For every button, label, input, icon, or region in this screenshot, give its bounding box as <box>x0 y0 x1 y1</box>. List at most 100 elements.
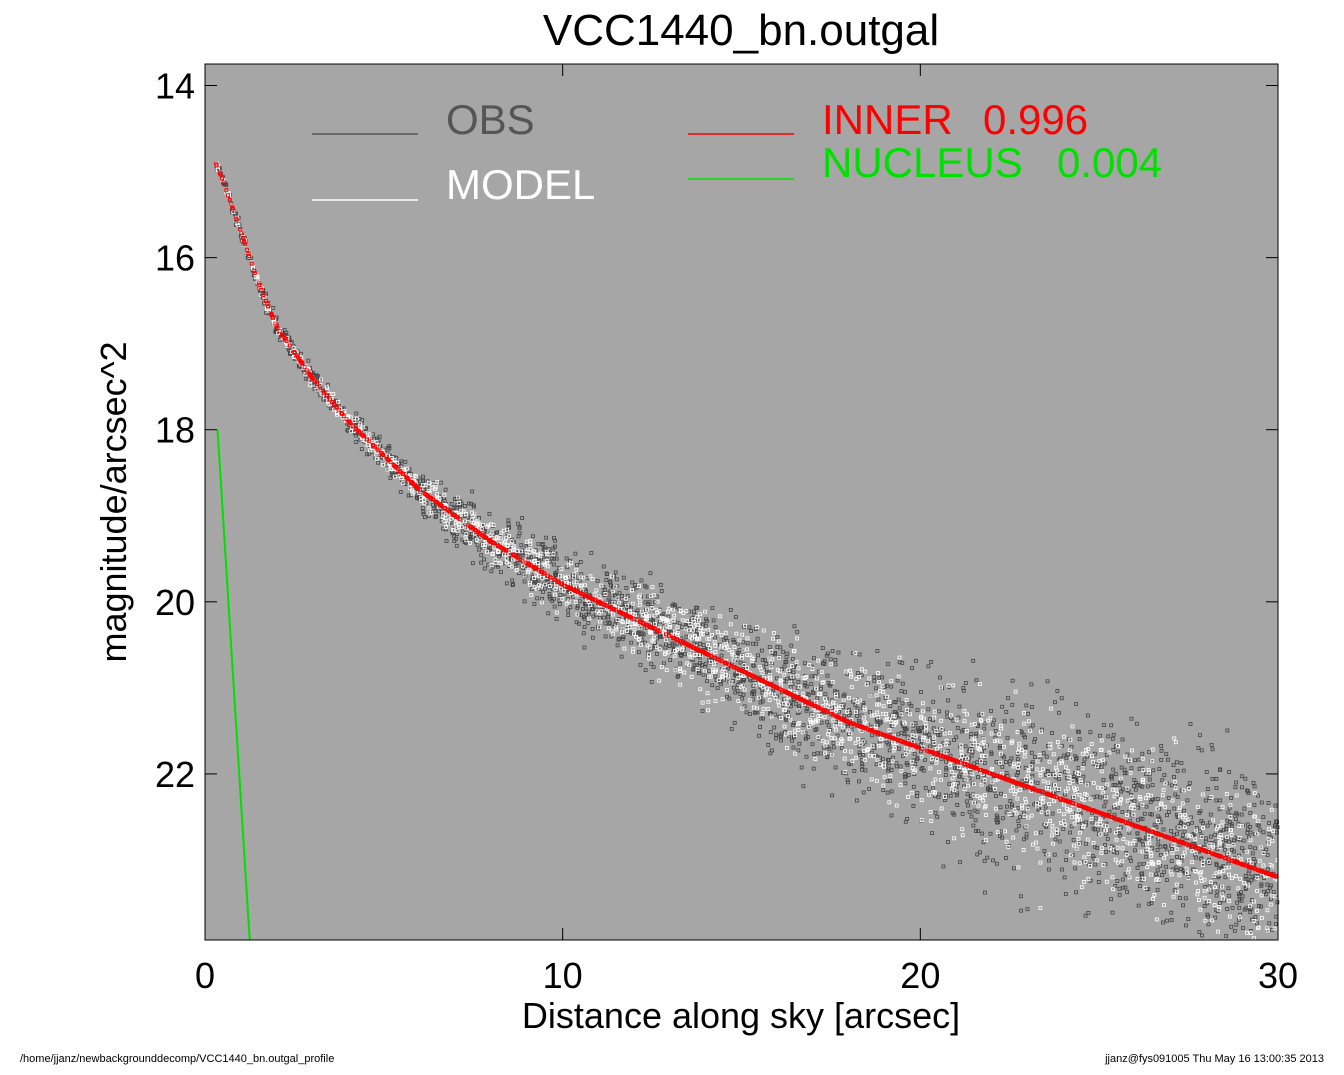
obs-point <box>506 522 511 526</box>
obs-point <box>998 805 1003 810</box>
obs-point <box>969 753 974 758</box>
obs-point <box>1253 846 1257 851</box>
obs-point <box>991 858 995 863</box>
obs-point <box>732 720 737 725</box>
obs-point <box>1117 892 1122 897</box>
obs-point <box>1025 907 1030 912</box>
obs-point <box>993 794 998 798</box>
obs-point <box>1030 723 1035 728</box>
obs-point <box>783 730 788 734</box>
obs-point <box>1215 889 1220 894</box>
obs-point <box>791 745 796 750</box>
obs-point <box>857 652 862 657</box>
obs-point <box>1148 812 1153 817</box>
obs-point <box>1164 878 1169 882</box>
obs-point <box>1170 847 1174 852</box>
obs-point <box>1024 703 1029 708</box>
obs-point <box>581 631 586 636</box>
obs-point <box>897 706 902 711</box>
obs-point <box>1003 760 1008 764</box>
obs-point <box>1203 798 1208 803</box>
obs-point <box>1166 757 1170 762</box>
obs-point <box>913 762 918 766</box>
obs-point <box>1064 849 1069 854</box>
obs-point <box>1071 795 1076 800</box>
obs-point <box>742 704 747 709</box>
obs-point <box>443 487 448 492</box>
obs-point <box>1124 771 1129 776</box>
obs-point <box>857 750 862 755</box>
obs-point <box>963 744 968 749</box>
obs-point <box>749 629 753 633</box>
obs-point <box>748 712 752 716</box>
obs-point <box>842 714 847 718</box>
obs-point <box>1256 874 1261 878</box>
obs-point <box>566 608 571 613</box>
obs-point <box>1077 729 1081 734</box>
obs-point <box>1238 912 1243 917</box>
obs-point <box>1147 902 1152 906</box>
obs-point <box>1163 844 1167 848</box>
obs-point <box>1096 880 1101 884</box>
obs-point <box>621 575 626 580</box>
obs-point <box>1179 867 1184 872</box>
obs-point <box>510 583 515 588</box>
obs-point <box>775 635 780 640</box>
obs-point <box>582 625 587 629</box>
obs-point <box>958 770 963 774</box>
obs-point <box>989 709 993 713</box>
obs-point <box>898 764 903 769</box>
obs-point <box>980 831 985 836</box>
obs-point <box>1250 851 1255 856</box>
obs-point <box>846 724 850 729</box>
obs-point <box>1232 849 1236 854</box>
obs-point <box>880 675 885 680</box>
obs-point <box>1205 823 1210 828</box>
obs-point <box>1120 737 1125 742</box>
obs-point <box>1010 802 1014 807</box>
obs-point <box>867 786 872 791</box>
obs-point <box>1069 744 1074 749</box>
obs-point <box>710 683 715 688</box>
obs-point <box>1181 768 1186 773</box>
obs-point <box>548 596 553 601</box>
obs-point <box>1160 778 1165 783</box>
obs-point <box>444 539 449 543</box>
obs-point <box>1165 918 1169 923</box>
obs-point <box>1113 884 1118 888</box>
obs-point <box>1160 873 1164 877</box>
obs-point <box>792 665 796 670</box>
obs-point <box>1245 827 1250 832</box>
obs-point <box>482 566 487 571</box>
obs-point <box>1227 820 1232 825</box>
obs-point <box>996 820 1001 824</box>
obs-point <box>541 547 546 552</box>
obs-point <box>598 616 602 620</box>
obs-point <box>1207 820 1212 825</box>
obs-point <box>889 684 894 689</box>
obs-point <box>463 504 467 508</box>
obs-point <box>700 709 705 713</box>
obs-point <box>789 643 794 648</box>
obs-point <box>586 609 591 614</box>
obs-point <box>1225 728 1230 733</box>
obs-point <box>971 823 976 828</box>
obs-point <box>582 645 587 650</box>
obs-point <box>359 447 364 451</box>
obs-point <box>1229 924 1234 929</box>
obs-point <box>1172 806 1177 811</box>
obs-point <box>1172 888 1177 893</box>
obs-point <box>815 696 820 701</box>
obs-point <box>1208 834 1213 839</box>
obs-point <box>1169 859 1174 864</box>
obs-point <box>1125 890 1130 894</box>
obs-point <box>900 660 905 665</box>
obs-point <box>886 766 891 771</box>
obs-point <box>390 471 395 476</box>
obs-point <box>841 694 846 699</box>
obs-point <box>1007 844 1011 848</box>
obs-point <box>825 651 830 656</box>
obs-point <box>836 650 841 655</box>
obs-point <box>931 726 936 731</box>
